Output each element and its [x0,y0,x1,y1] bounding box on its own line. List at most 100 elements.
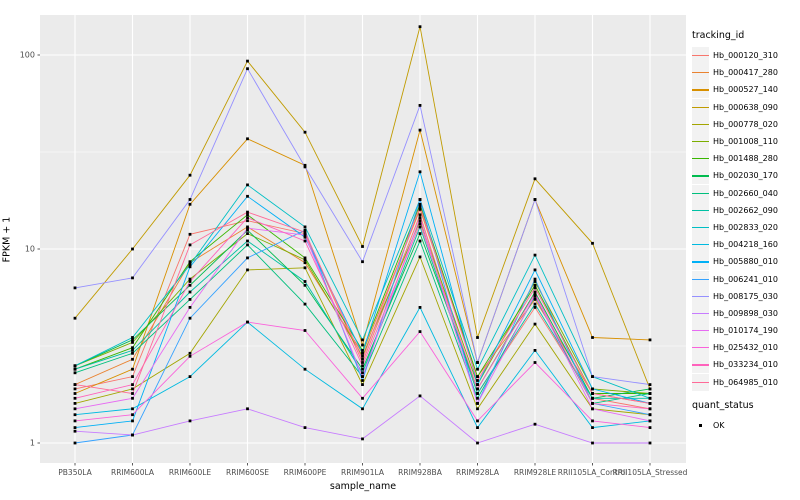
legend-entry-label: Hb_009898_030 [713,308,778,318]
data-point [246,213,249,217]
data-point [418,330,422,333]
x-tick-label: RRIM928BA [398,468,443,477]
data-point [303,165,307,169]
data-point [73,387,77,391]
data-point [476,419,479,423]
data-point [131,336,134,339]
data-point [303,283,307,287]
data-point [476,387,479,391]
legend-key-line [692,347,709,349]
data-point [418,205,422,209]
legend-key-swatch [692,184,709,202]
data-point [533,292,537,295]
data-point [591,387,594,391]
data-point [476,407,479,411]
legend-key-swatch [692,356,709,374]
data-point [361,367,364,371]
legend-entry-Hb_002662_090: Hb_002662_090 [692,201,798,219]
data-point [131,419,134,423]
legend-entry-label: Hb_000417_280 [713,68,778,78]
data-point [361,361,364,364]
legend-key-line [692,72,709,74]
x-axis-title: sample_name [329,481,397,492]
data-point [476,426,479,429]
data-point [361,437,364,441]
legend-entry-label: Hb_001008_110 [713,137,778,147]
y-tick-label: 1 [30,439,35,448]
quant-status-section: quant_status OK [692,400,798,434]
data-point [418,225,422,229]
legend-entry-label: Hb_000778_020 [713,119,778,129]
data-point [303,258,307,262]
x-tick-label: RRIM928LE [514,468,557,477]
data-point [591,402,594,405]
data-point [303,367,307,371]
data-point [533,422,537,426]
data-point [73,426,77,429]
data-point [131,247,134,251]
legend-key-swatch [692,98,709,116]
data-point [591,336,594,339]
data-point [246,228,249,232]
legend-entry-Hb_064985_010: Hb_064985_010 [692,373,798,391]
data-point [188,277,192,281]
data-point [303,266,307,270]
data-point [591,241,594,245]
legend-entry-Hb_002030_170: Hb_002030_170 [692,167,798,185]
quant-status-label: OK [713,420,725,430]
data-point [188,202,192,206]
x-tick-label: RRIM600SE [226,468,269,477]
legend-key-swatch [692,115,709,133]
data-point [73,402,77,405]
data-point [131,338,134,342]
data-point [73,396,77,400]
legend-title-tracking-id: tracking_id [692,30,745,41]
x-tick-label: RRIM600PE [284,468,327,477]
data-point [131,276,134,280]
data-point [648,383,652,386]
data-point [188,375,192,378]
legend-entry-Hb_001008_110: Hb_001008_110 [692,133,798,151]
legend-entry-Hb_002833_020: Hb_002833_020 [692,218,798,236]
legend-key-swatch [692,201,709,219]
legend-entry-Hb_010174_190: Hb_010174_190 [692,322,798,340]
legend-entry-label: Hb_000527_140 [713,85,778,95]
data-point [303,163,307,167]
legend-key-line [692,141,709,143]
legend-key-line [692,312,709,315]
legend-entry-Hb_008175_030: Hb_008175_030 [692,287,798,305]
data-point [246,268,249,272]
legend-entry-label: Hb_002833_020 [713,222,778,232]
data-point [303,426,307,429]
data-point [188,298,192,301]
data-point [188,265,192,269]
legend-entry-label: Hb_000638_090 [713,102,778,112]
data-point [648,407,652,411]
legend-entry-Hb_000638_090: Hb_000638_090 [692,98,798,116]
data-point [361,407,364,411]
data-point [476,375,479,378]
data-point [418,239,422,243]
legend-entry-label: Hb_008175_030 [713,291,778,301]
data-point [131,375,134,378]
legend-key-line [692,364,709,366]
data-point [648,413,652,417]
data-point [131,433,134,437]
data-point [188,280,192,283]
data-point [418,208,422,211]
data-point [533,277,537,281]
data-point [246,407,249,411]
data-point [361,379,364,382]
data-point [188,419,192,423]
legend-entry-label: Hb_002030_170 [713,171,778,181]
data-point [246,320,249,324]
data-point [131,367,134,371]
x-tick-label: RRIM901LA [341,468,385,477]
data-point [648,426,652,429]
data-point [476,402,479,405]
legend-entry-label: Hb_004218_160 [713,240,778,250]
data-point [476,396,479,400]
x-tick-label: RRIM600LA [111,468,155,477]
